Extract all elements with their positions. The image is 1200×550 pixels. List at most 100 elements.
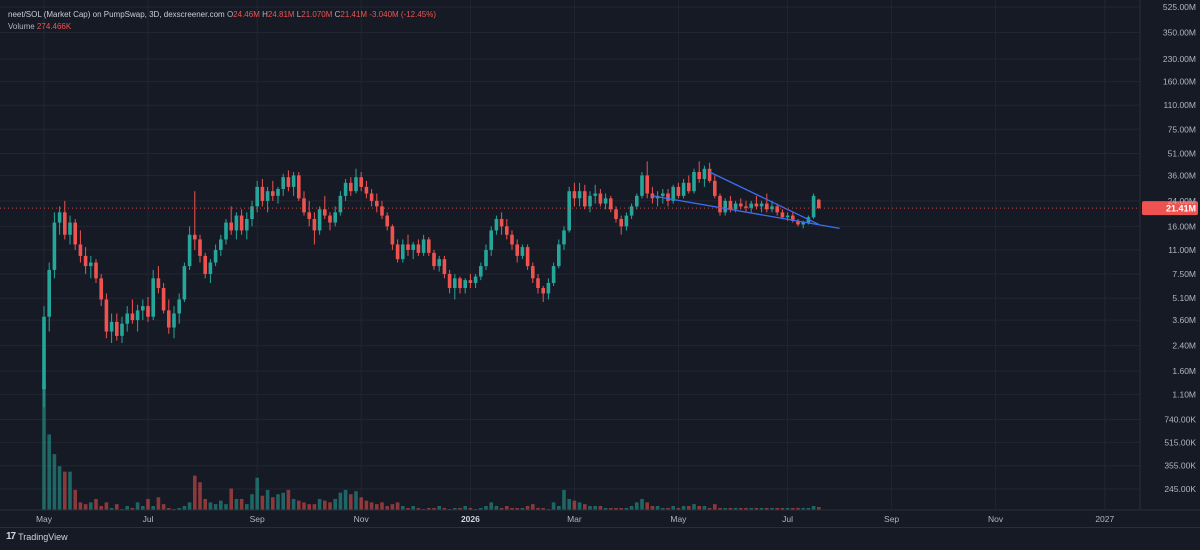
volume-bar	[239, 498, 244, 510]
volume-bar	[104, 502, 109, 510]
candle	[130, 299, 135, 324]
volume-bar	[505, 506, 509, 510]
candle	[265, 186, 270, 213]
candle	[198, 234, 202, 263]
price-tick-label: 515.00K	[1164, 437, 1196, 447]
candle	[432, 249, 436, 270]
candle-body	[94, 262, 98, 279]
candle	[489, 226, 493, 256]
time-tick-label: Nov	[988, 514, 1004, 524]
price-axis[interactable]: 525.00M 350.00M 230.00M 160.00M 110.00M 75.00…	[1139, 0, 1196, 510]
volume-bar	[645, 502, 649, 510]
candle-body	[541, 288, 545, 294]
candle-body	[744, 206, 748, 208]
candle-body	[291, 175, 296, 187]
volume-bar	[635, 502, 639, 510]
candle	[395, 239, 400, 263]
candle-body	[213, 249, 218, 263]
candle	[676, 182, 681, 199]
candle-body	[323, 209, 327, 216]
volume-bar	[323, 500, 327, 510]
candle-body	[458, 278, 462, 289]
candle-body	[286, 177, 291, 187]
volume-bar	[135, 502, 140, 510]
candle-body	[349, 182, 353, 192]
candle-body	[156, 278, 161, 289]
candle-body	[343, 182, 348, 196]
candle-body	[401, 244, 405, 260]
trendline[interactable]	[709, 171, 820, 226]
current-price-tag	[1142, 201, 1198, 216]
candle	[463, 278, 467, 294]
candle	[250, 200, 254, 227]
candle-body	[265, 191, 270, 201]
volume-bar	[234, 498, 239, 510]
trendlines[interactable]	[652, 171, 840, 230]
candle	[286, 170, 291, 192]
candle-body	[219, 239, 223, 250]
volume-bar	[598, 506, 603, 510]
candle-body	[187, 234, 192, 267]
candle-body	[567, 191, 571, 231]
volume-bar	[354, 491, 358, 510]
candle	[551, 262, 556, 286]
candle-body	[624, 215, 629, 227]
volume-bar	[250, 494, 254, 510]
candle-body	[536, 278, 540, 289]
candle-body	[463, 280, 467, 289]
price-tick-label: 1.10M	[1172, 390, 1196, 400]
candle-body	[390, 226, 395, 245]
candle	[692, 168, 696, 194]
candle-body	[245, 218, 249, 231]
price-tick-label: 245.00K	[1164, 484, 1196, 494]
tradingview-logo-icon: 17	[6, 531, 16, 542]
candle	[385, 212, 389, 231]
candle-body	[312, 218, 317, 231]
change-value: -3.040M (-12.45%)	[369, 10, 437, 19]
candle-body	[271, 191, 275, 196]
candle-body	[276, 189, 280, 196]
candle	[317, 206, 322, 235]
candle	[759, 200, 764, 213]
close-label: C	[334, 10, 341, 19]
candle	[302, 191, 306, 216]
candle	[57, 206, 62, 235]
volume-bar	[401, 506, 405, 510]
volume-bar	[499, 507, 504, 510]
candle	[187, 226, 192, 270]
candle-body	[640, 175, 644, 196]
candle	[749, 200, 753, 213]
candle	[354, 168, 358, 194]
volume-bar	[671, 506, 675, 510]
candle	[702, 165, 707, 187]
candle-body	[785, 215, 790, 218]
trendline[interactable]	[652, 195, 840, 230]
candle-body	[510, 234, 514, 245]
volume-bar	[380, 502, 384, 510]
tradingview-logo[interactable]: 17 TradingView	[6, 531, 68, 542]
candle	[328, 212, 332, 231]
candle-body	[723, 200, 727, 213]
bottom-bar	[0, 527, 1200, 550]
price-tick-label: 7.50M	[1172, 269, 1196, 279]
candle-body	[817, 199, 821, 209]
candle-body	[317, 209, 322, 231]
candle-body	[307, 212, 311, 219]
time-axis[interactable]: May Jul Sep Nov 2026 Mar May Jul Sep Nov 2027	[0, 509, 1200, 524]
volume-bar	[791, 507, 795, 510]
candle	[245, 212, 249, 240]
candle-body	[666, 193, 670, 201]
candle-body	[609, 198, 613, 210]
volume-bar	[109, 507, 114, 510]
volume-bar	[463, 506, 467, 510]
legend-row-volume: Volume 274.466K	[8, 21, 436, 33]
volume-bar	[89, 502, 93, 510]
volume-bar	[156, 497, 161, 510]
candle	[234, 212, 239, 240]
candle	[390, 224, 395, 250]
candle-body	[57, 212, 62, 223]
volume-bar	[364, 500, 369, 510]
candle	[515, 239, 519, 263]
candle-body	[707, 168, 712, 181]
